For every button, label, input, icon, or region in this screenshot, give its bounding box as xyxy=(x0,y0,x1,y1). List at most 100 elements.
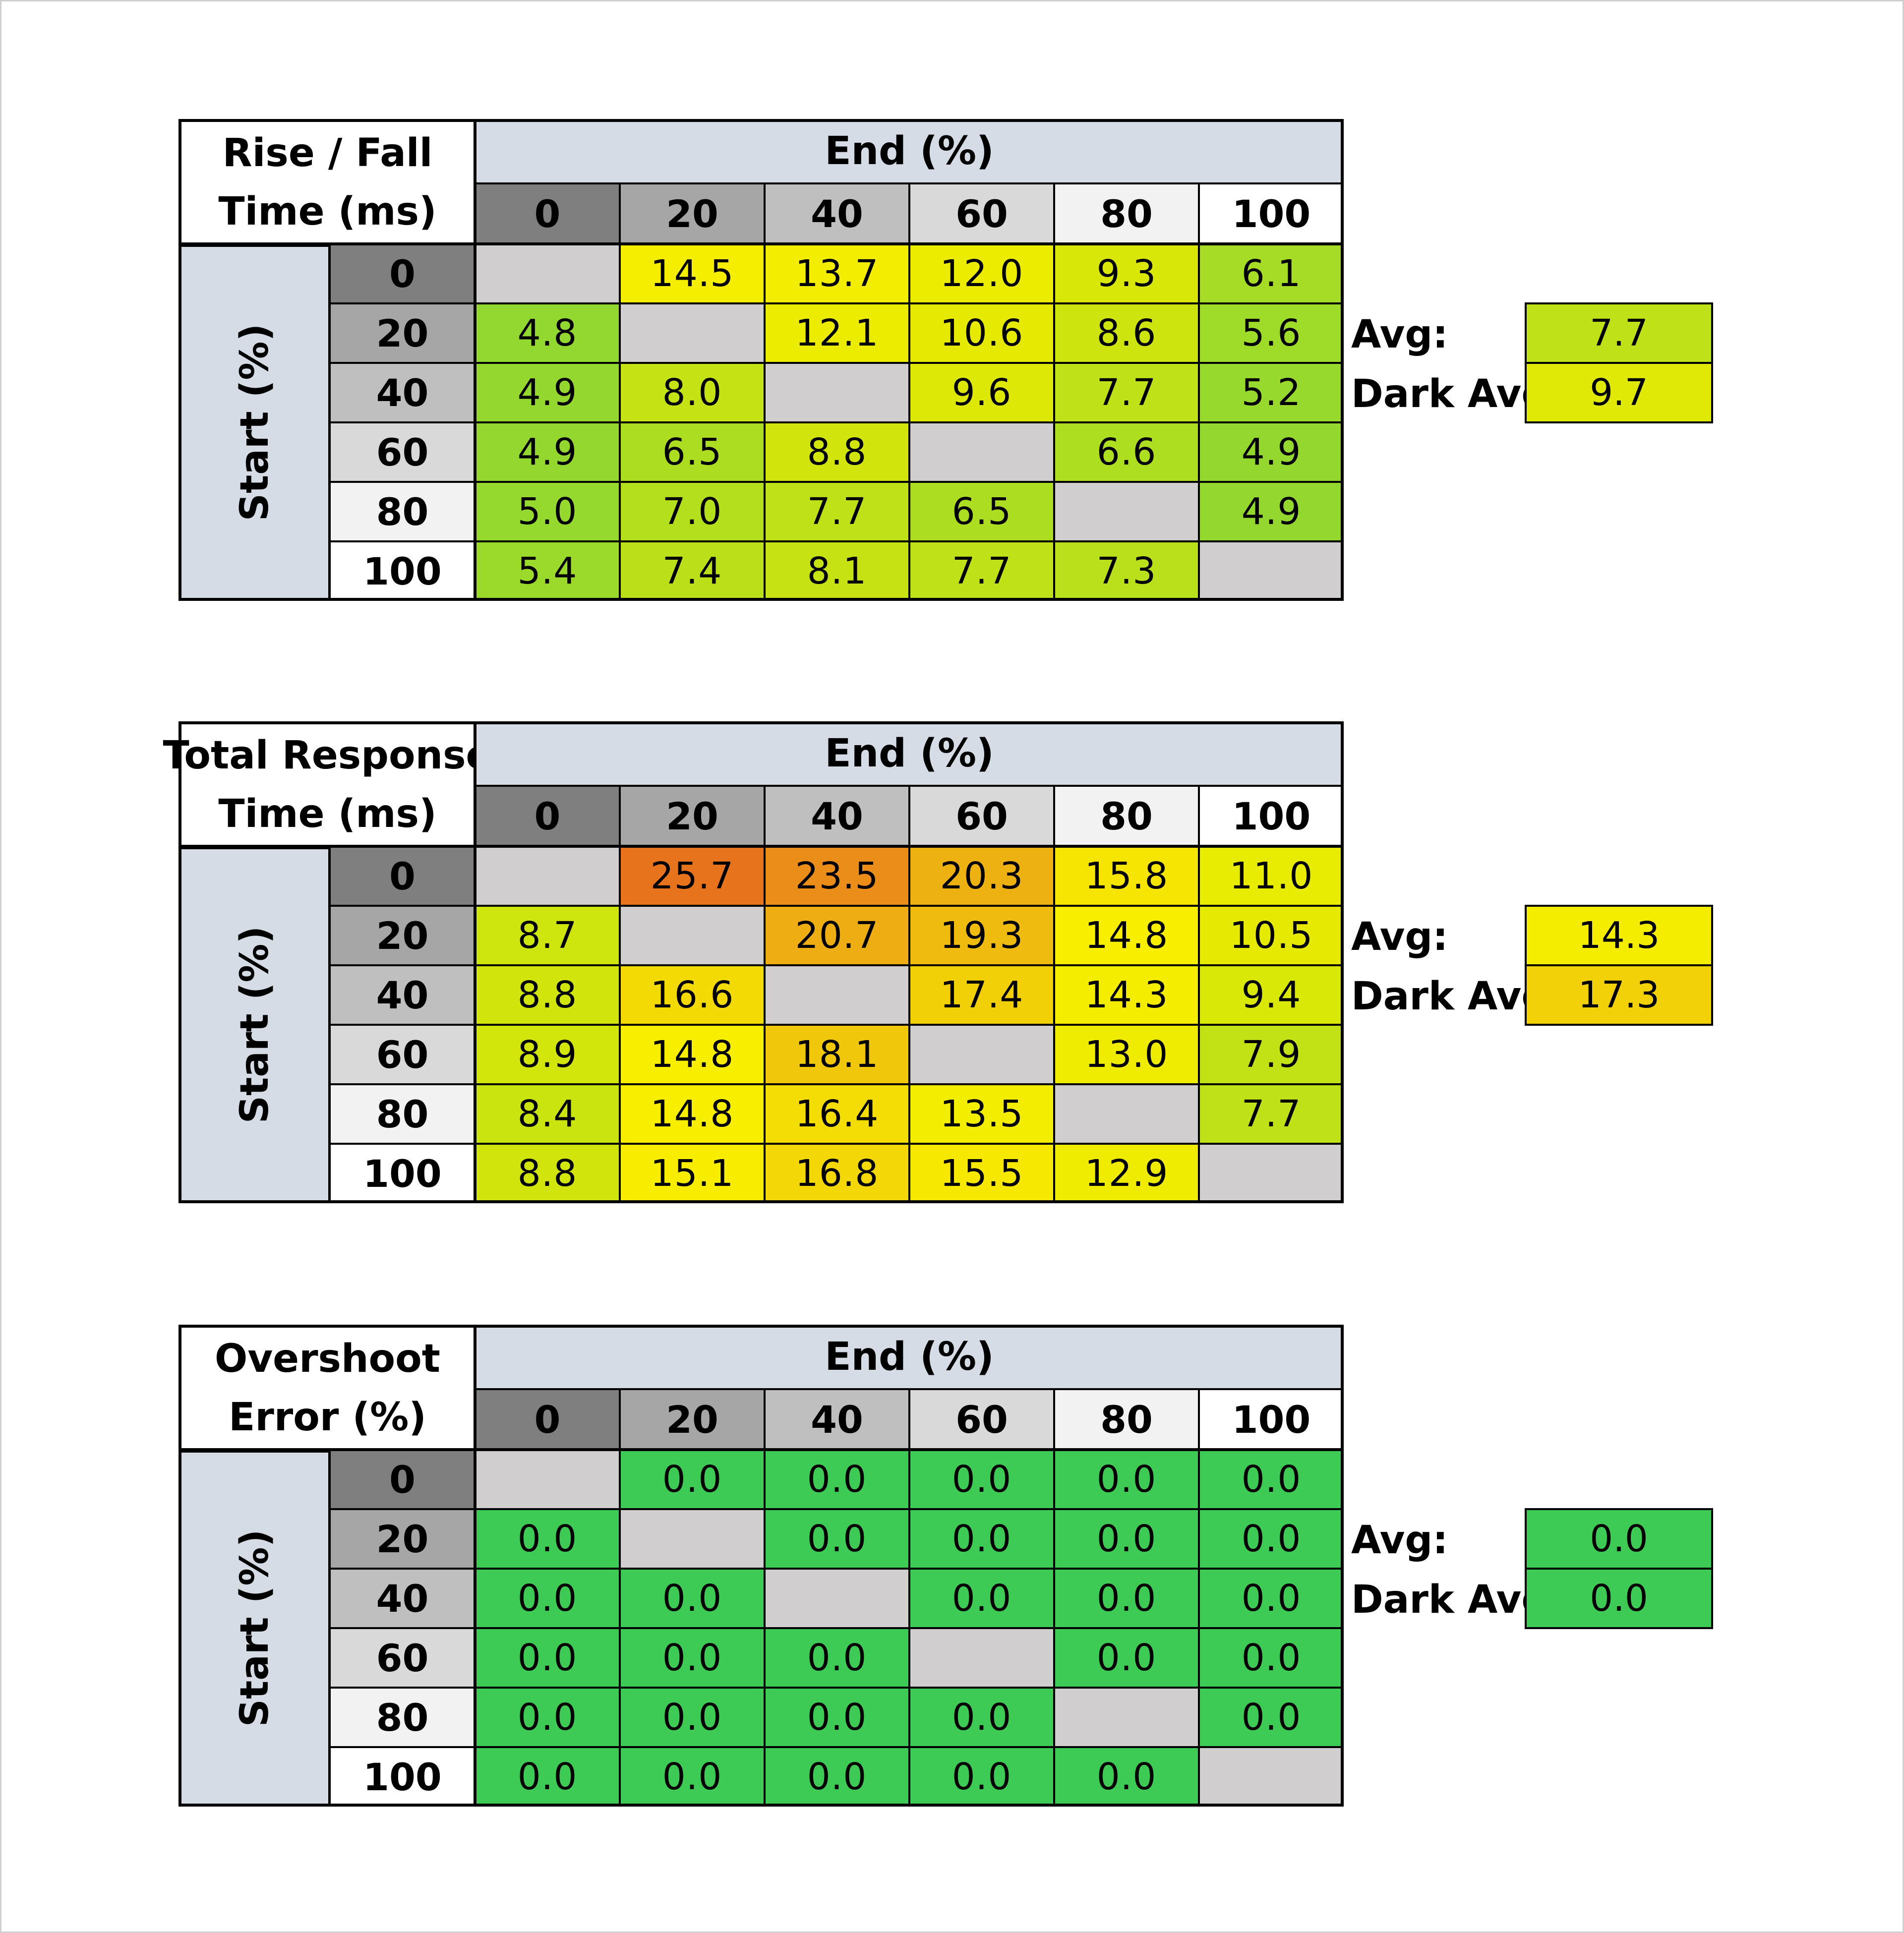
end-level-header: 0 xyxy=(475,786,620,846)
end-level-header: 40 xyxy=(765,1389,909,1450)
heatmap-cell: 0.0 xyxy=(765,1509,909,1569)
heatmap-cell: 13.7 xyxy=(765,244,909,303)
grid-line xyxy=(619,1389,621,1807)
heatmap-cell xyxy=(620,303,765,363)
grid-line xyxy=(329,1450,331,1807)
grid-line xyxy=(1198,786,1200,1203)
heatmap-cell: 4.9 xyxy=(1199,482,1344,541)
avg-value: 0.0 xyxy=(1525,1508,1713,1570)
end-level-header: 40 xyxy=(765,786,909,846)
heatmap-cell: 8.8 xyxy=(475,965,620,1025)
start-level-header: 40 xyxy=(330,1569,475,1628)
grid-line xyxy=(475,785,1344,787)
heatmap-cell: 4.8 xyxy=(475,303,620,363)
grid-line xyxy=(330,1568,1344,1570)
grid-line xyxy=(330,905,1344,907)
heatmap-cell: 0.0 xyxy=(475,1569,620,1628)
grid-line xyxy=(330,1687,1344,1689)
start-level-header: 20 xyxy=(330,906,475,965)
end-level-header: 60 xyxy=(909,1389,1054,1450)
heatmap-cell xyxy=(909,1025,1054,1084)
heatmap-cell: 0.0 xyxy=(620,1628,765,1688)
heatmap-cell: 8.4 xyxy=(475,1084,620,1144)
heatmap-cell: 6.6 xyxy=(1054,422,1199,482)
heatmap-cell: 12.1 xyxy=(765,303,909,363)
table-title-line: Rise / Fall xyxy=(222,130,433,176)
heatmap-cell: 0.0 xyxy=(1199,1509,1344,1569)
grid-line xyxy=(330,362,1344,364)
heatmap-cell: 0.0 xyxy=(1199,1628,1344,1688)
start-level-header: 20 xyxy=(330,1509,475,1569)
heatmap-cell xyxy=(765,965,909,1025)
heatmap-cell: 4.9 xyxy=(475,363,620,422)
table-title-line: Time (ms) xyxy=(218,791,437,836)
heatmap-cell: 0.0 xyxy=(1054,1569,1199,1628)
start-axis-header: Start (%) xyxy=(178,244,331,601)
start-level-header: 60 xyxy=(330,422,475,482)
grid-line xyxy=(1198,1389,1200,1807)
avg-label: Avg: xyxy=(1351,1518,1448,1563)
heatmap-cell: 15.8 xyxy=(1054,846,1199,906)
table-title-line: Time (ms) xyxy=(218,189,437,234)
heatmap-cell: 6.1 xyxy=(1199,244,1344,303)
heatmap-cell: 5.0 xyxy=(475,482,620,541)
grid-line xyxy=(764,1389,766,1807)
start-level-header: 60 xyxy=(330,1628,475,1688)
heatmap-cell: 7.3 xyxy=(1054,541,1199,601)
heatmap-cell: 0.0 xyxy=(909,1509,1054,1569)
heatmap-cell: 19.3 xyxy=(909,906,1054,965)
grid-line xyxy=(1053,1389,1055,1807)
end-level-header: 20 xyxy=(620,1389,765,1450)
start-axis-header: Start (%) xyxy=(178,846,331,1203)
heatmap-cell: 14.8 xyxy=(1054,906,1199,965)
dark-avg-value: 0.0 xyxy=(1525,1568,1713,1629)
heatmap-cell: 12.9 xyxy=(1054,1144,1199,1203)
heatmap-cell: 14.8 xyxy=(620,1084,765,1144)
start-level-header: 80 xyxy=(330,482,475,541)
heatmap-cell: 7.7 xyxy=(765,482,909,541)
grid-line xyxy=(330,1024,1344,1026)
heatmap-cell: 9.4 xyxy=(1199,965,1344,1025)
heatmap-cell: 14.5 xyxy=(620,244,765,303)
start-level-header: 100 xyxy=(330,1747,475,1807)
end-axis-header: End (%) xyxy=(475,119,1344,183)
end-level-header: 40 xyxy=(765,183,909,244)
heatmap-cell: 7.7 xyxy=(1054,363,1199,422)
heatmap-cell: 8.8 xyxy=(765,422,909,482)
heatmap-cell: 23.5 xyxy=(765,846,909,906)
heatmap-cell: 9.6 xyxy=(909,363,1054,422)
heatmap-cell: 8.0 xyxy=(620,363,765,422)
heatmap-cell: 18.1 xyxy=(765,1025,909,1084)
grid-line xyxy=(330,481,1344,483)
grid-line xyxy=(1053,183,1055,601)
end-level-header: 100 xyxy=(1199,183,1344,244)
heatmap-cell: 8.1 xyxy=(765,541,909,601)
heatmap-cell: 0.0 xyxy=(620,1688,765,1747)
grid-line xyxy=(475,182,1344,184)
heatmap-cell xyxy=(1199,541,1344,601)
heatmap-cell: 8.9 xyxy=(475,1025,620,1084)
heatmap-cell: 9.3 xyxy=(1054,244,1199,303)
table-title-line: Overshoot xyxy=(215,1336,440,1381)
heatmap-cell: 7.7 xyxy=(909,541,1054,601)
grid-line xyxy=(474,786,476,1203)
grid-line xyxy=(330,1143,1344,1145)
start-level-header: 60 xyxy=(330,1025,475,1084)
heatmap-cell: 20.7 xyxy=(765,906,909,965)
end-level-header: 60 xyxy=(909,786,1054,846)
dark-avg-value: 9.7 xyxy=(1525,362,1713,423)
heatmap-cell xyxy=(1054,482,1199,541)
table-title-line: Error (%) xyxy=(229,1395,426,1440)
grid-line xyxy=(330,1627,1344,1629)
end-level-header: 20 xyxy=(620,183,765,244)
end-level-header: 80 xyxy=(1054,786,1199,846)
grid-line xyxy=(908,1389,910,1807)
heatmap-cell xyxy=(475,846,620,906)
heatmap-cell xyxy=(620,906,765,965)
heatmap-cell: 6.5 xyxy=(909,482,1054,541)
end-level-header: 0 xyxy=(475,183,620,244)
start-level-header: 40 xyxy=(330,965,475,1025)
grid-line xyxy=(330,964,1344,966)
heatmap-cell: 11.0 xyxy=(1199,846,1344,906)
heatmap-cell: 0.0 xyxy=(765,1688,909,1747)
